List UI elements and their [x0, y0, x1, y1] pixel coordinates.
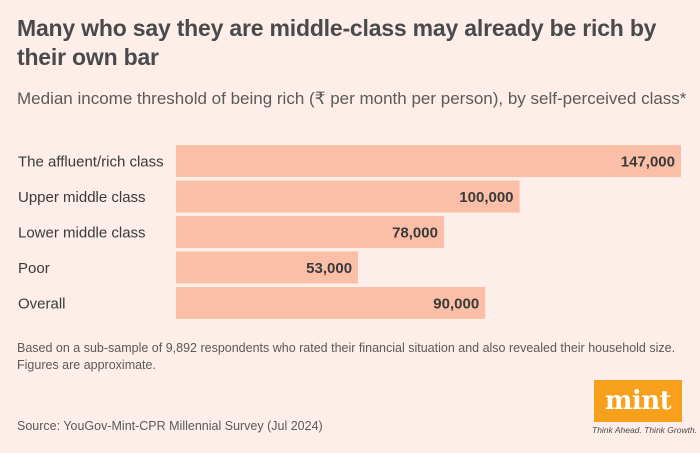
- mint-logo: mint: [594, 380, 682, 422]
- value-label: 100,000: [459, 189, 513, 206]
- bar: [176, 145, 681, 177]
- chart-subtitle: Median income threshold of being rich (₹…: [17, 89, 687, 108]
- category-label: Overall: [18, 296, 66, 313]
- bar: [176, 287, 486, 319]
- logo-tagline: Think Ahead. Think Growth.: [592, 425, 698, 435]
- bar: [176, 251, 359, 284]
- category-label: Lower middle class: [18, 225, 146, 242]
- bar: [176, 180, 520, 213]
- bar: [176, 216, 444, 248]
- category-label: The affluent/rich class: [18, 154, 164, 171]
- value-label: 147,000: [621, 154, 675, 171]
- chart-title: Many who say they are middle-class may a…: [17, 15, 657, 70]
- value-label: 53,000: [306, 260, 352, 277]
- value-label: 78,000: [392, 225, 438, 242]
- chart-note: Based on a sub-sample of 9,892 responden…: [17, 341, 676, 372]
- category-label: Poor: [18, 260, 50, 277]
- chart-source: Source: YouGov-Mint-CPR Millennial Surve…: [17, 419, 323, 433]
- logo-text: mint: [604, 386, 672, 416]
- value-label: 90,000: [433, 296, 479, 313]
- category-label: Upper middle class: [18, 189, 146, 206]
